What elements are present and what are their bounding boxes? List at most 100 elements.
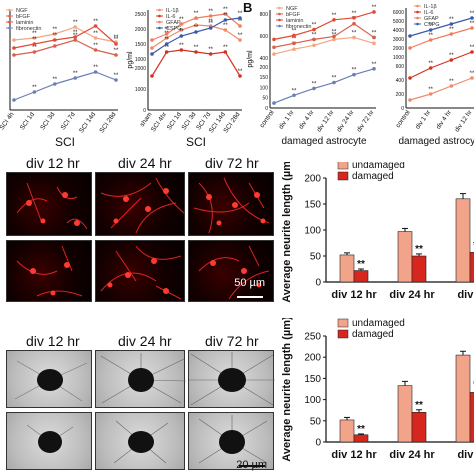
y-tick-label: 1000	[135, 57, 146, 63]
y-tick-label: 150	[304, 374, 321, 385]
y-tick-label: 200	[304, 174, 321, 185]
series-line	[13, 71, 117, 101]
data-point	[114, 53, 118, 57]
bar-chart-d: 0 50 100 150 200 250 Average neurite length (µ…	[281, 318, 474, 462]
data-point	[12, 46, 16, 50]
micro-header-bottom-3: div 72 hr	[205, 333, 259, 349]
bar	[411, 255, 427, 283]
bar	[353, 434, 369, 443]
legend-marker	[416, 10, 419, 14]
series-line	[409, 51, 473, 79]
significance-mark: **	[73, 30, 78, 36]
x-tick-label: SCI 1d	[19, 111, 36, 132]
x-axis-label: damaged astrocyte	[398, 136, 474, 147]
data-point	[223, 12, 228, 16]
x-tick-label: SCI 3d	[39, 111, 56, 132]
bar	[353, 270, 369, 283]
significance-mark: **	[114, 35, 119, 41]
x-tick-label: div 12 hr	[331, 289, 377, 301]
significance-mark: **	[194, 18, 199, 24]
significance-mark: **	[238, 69, 243, 75]
phase-image-r2c1	[6, 412, 92, 470]
data-point	[428, 38, 433, 42]
x-tick-label: div 24 hr	[389, 289, 435, 301]
x-tick-label: div 4 hr	[298, 108, 316, 130]
data-point	[332, 18, 336, 22]
data-point	[208, 14, 213, 18]
x-axis-label: SCI	[186, 135, 206, 148]
series-line	[409, 17, 473, 37]
significance-mark: **	[312, 38, 317, 44]
data-point	[194, 50, 198, 54]
significance-mark: **	[470, 11, 474, 17]
y-tick-label: 2000	[393, 46, 404, 52]
data-point	[312, 27, 316, 32]
y-tick-label: 600	[396, 64, 405, 70]
data-point	[272, 45, 276, 50]
significance-mark: **	[238, 33, 243, 39]
y-tick-label: 100	[304, 226, 321, 237]
series-line	[409, 27, 473, 49]
legend-label: IL-6	[424, 10, 433, 16]
data-point	[332, 34, 336, 39]
significance-mark: **	[372, 30, 377, 36]
legend-marker	[416, 22, 419, 26]
data-point	[179, 22, 184, 26]
significance-mark: **	[114, 48, 119, 54]
significance-mark: **	[32, 37, 37, 43]
series-line	[273, 68, 375, 104]
significance-mark: **	[470, 21, 474, 27]
data-point	[352, 72, 356, 77]
y-tick-label: 250	[304, 332, 321, 343]
data-point	[408, 46, 412, 50]
significance-mark: **	[114, 37, 119, 43]
data-point	[150, 38, 154, 42]
legend-marker	[158, 8, 161, 12]
data-point	[428, 28, 433, 32]
significance-mark: **	[428, 33, 433, 39]
explant-drawing	[198, 415, 268, 467]
data-point	[470, 50, 474, 54]
explant-drawing	[100, 353, 187, 404]
significance-mark: **	[208, 19, 213, 25]
bar-chart-c: 0 50 100 150 200 Average neurite length (µm) *…	[281, 162, 474, 303]
significance-mark: **	[449, 79, 454, 85]
series-line	[13, 39, 117, 56]
y-tick-label: 1500	[135, 42, 146, 48]
bar	[339, 254, 355, 283]
data-point	[372, 67, 376, 71]
legend-marker	[8, 26, 11, 30]
legend-label: damaged	[352, 329, 394, 340]
significance-mark: **	[352, 11, 357, 17]
micro-header-bottom-1: div 12 hr	[26, 333, 80, 349]
data-point	[12, 53, 16, 57]
legend-label: damaged	[352, 171, 394, 182]
data-point	[470, 16, 474, 20]
y-tick-label: 600	[260, 34, 269, 40]
significance-mark: **	[357, 259, 365, 270]
data-point	[208, 52, 213, 56]
significance-mark: **	[223, 13, 228, 19]
series-line	[273, 36, 375, 55]
legend-marker	[278, 6, 281, 10]
neurons-drawing	[198, 245, 270, 300]
significance-mark: **	[32, 45, 37, 51]
data-point	[150, 74, 154, 78]
data-point	[32, 36, 37, 40]
data-point	[238, 24, 242, 28]
data-point	[208, 26, 213, 30]
significance-mark: **	[352, 17, 357, 23]
x-tick-label: SCI 28d	[98, 111, 117, 135]
y-tick-label: 6000	[393, 10, 404, 16]
x-axis-label: damaged astrocyte	[281, 136, 366, 147]
y-axis-label: pg/ml	[127, 51, 134, 69]
significance-mark: **	[164, 45, 169, 51]
x-tick-label: div 7	[457, 289, 474, 301]
x-tick-label: div 24 hr	[336, 108, 357, 133]
bar	[411, 412, 427, 443]
x-tick-label: div 12 hr	[316, 108, 337, 133]
y-tick-label: 2000	[135, 66, 146, 72]
significance-mark: **	[179, 23, 184, 29]
series-line	[273, 11, 375, 40]
